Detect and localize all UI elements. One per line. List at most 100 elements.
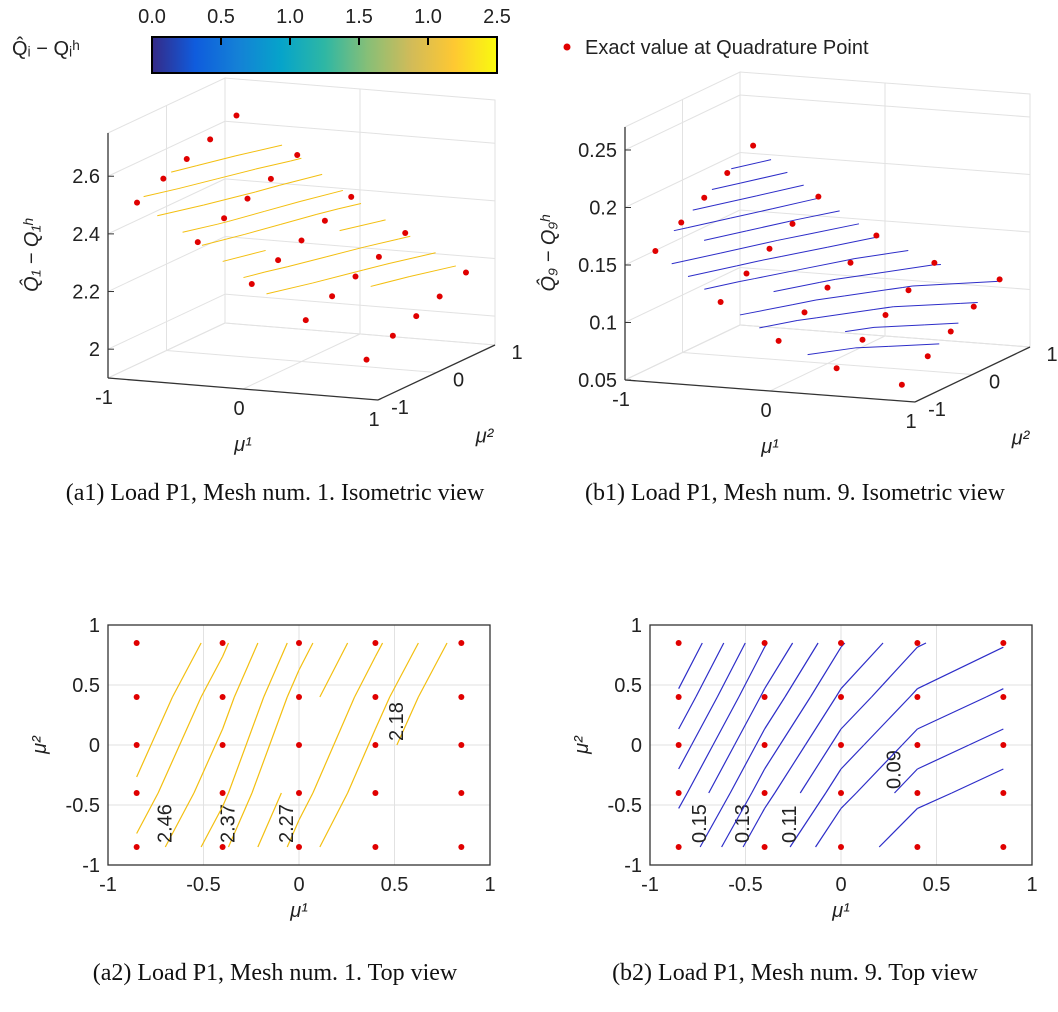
quadrature-point (296, 742, 302, 748)
contour-line (222, 696, 235, 730)
quadrature-point (701, 194, 708, 201)
contour-line (704, 281, 740, 290)
quadrature-point (905, 287, 912, 294)
contour-line (678, 792, 688, 809)
z-axis-label: Q̂₁ − Q₁ʰ (20, 218, 43, 292)
y-axis-label: μ² (29, 735, 51, 755)
contour-line (844, 286, 903, 297)
y-tick-label: -0.5 (66, 795, 100, 817)
contour-line (333, 696, 356, 746)
contour-line (280, 213, 317, 225)
quadrature-point (838, 694, 844, 700)
quadrature-point (296, 844, 302, 850)
contour-line (902, 285, 913, 288)
quadrature-point (389, 332, 396, 339)
y-axis-label: μ² (1011, 428, 1031, 450)
contour-line (845, 326, 875, 333)
contour-label: 2.18 (386, 702, 408, 741)
contour-line (871, 646, 918, 698)
contour-line (789, 219, 797, 222)
contour-line (319, 792, 349, 848)
contour-line (840, 696, 872, 730)
quadrature-point (321, 217, 328, 224)
quadrature-point (363, 356, 370, 363)
quadrature-point (348, 193, 355, 200)
quadrature-point (352, 273, 359, 280)
contour-line (196, 155, 236, 167)
quadrature-point (1000, 694, 1007, 700)
contour-line (686, 744, 714, 794)
contour-line (878, 808, 918, 848)
quadrature-point (296, 640, 302, 646)
contour-line (263, 642, 288, 698)
quadrature-point (160, 175, 167, 182)
contour-line (800, 259, 847, 270)
contour-line (244, 223, 281, 235)
contour-line (731, 159, 772, 170)
contour-line (703, 230, 747, 241)
y-tick-label: 0 (631, 735, 642, 757)
contour-line (217, 220, 229, 225)
contour-line (855, 345, 889, 349)
contour-line (721, 792, 753, 848)
colorbar-tick-label: 1.5 (345, 6, 373, 28)
quadrature-point (375, 253, 382, 260)
quadrature-point (458, 742, 465, 748)
contour-line (840, 642, 884, 690)
quadrature-point (838, 742, 844, 748)
quadrature-point (133, 742, 140, 748)
colorbar-tick-label: 1.0 (414, 6, 442, 28)
contour-line (951, 768, 1004, 794)
contour-line (799, 744, 832, 794)
contour-line (286, 819, 300, 848)
axes-box (649, 624, 1033, 866)
quadrature-point (766, 245, 773, 252)
z-tick-label: 0.15 (578, 255, 617, 277)
y-tick-label: 0.5 (72, 675, 100, 697)
contour-line (751, 768, 766, 794)
legend-marker (563, 43, 571, 51)
quadrature-point (207, 136, 214, 143)
z-tick-label: 0.1 (589, 313, 617, 335)
quadrature-point (675, 790, 682, 796)
contour-line (257, 792, 282, 848)
contour-line (730, 208, 774, 219)
z-tick-label: 0.2 (589, 198, 617, 220)
contour-line (736, 260, 759, 267)
contour-label: 0.09 (883, 750, 905, 789)
quadrature-point (761, 844, 768, 850)
quadrature-point (775, 337, 782, 344)
contour-line (136, 744, 152, 778)
quadrature-point (675, 694, 682, 700)
quadrature-point (789, 220, 796, 227)
contour-line (746, 220, 790, 232)
contour-line (354, 656, 376, 698)
y-tick-label: 0 (989, 372, 1000, 394)
contour-line (279, 173, 323, 186)
z-axis-label: Q̂₉ − Q₉ʰ (537, 215, 560, 292)
contour-line (687, 265, 737, 277)
contour-line (409, 265, 456, 278)
x-axis-label: μ¹ (233, 434, 252, 456)
contour-line (201, 233, 245, 246)
quadrature-point (914, 640, 921, 646)
grid-line (166, 350, 437, 373)
contour-line (759, 320, 798, 329)
quadrature-point (914, 742, 921, 748)
quadrature-point (1000, 742, 1007, 748)
contour-line (396, 696, 419, 746)
contour-line (816, 309, 874, 319)
contour-line (299, 189, 344, 202)
contour-line (671, 252, 721, 265)
caption: (b2) Load P1, Mesh num. 9. Top view (612, 960, 978, 986)
z-tick-label: 2.4 (72, 224, 100, 246)
quadrature-point (898, 381, 905, 388)
quadrature-point (372, 742, 379, 748)
contour-line (796, 210, 840, 221)
contour-line (179, 696, 202, 746)
contour-line (255, 184, 280, 193)
quadrature-point (219, 694, 226, 700)
contour-line (264, 266, 289, 273)
quadrature-point (675, 844, 682, 850)
colorbar-tick-label: 2.5 (483, 6, 511, 28)
